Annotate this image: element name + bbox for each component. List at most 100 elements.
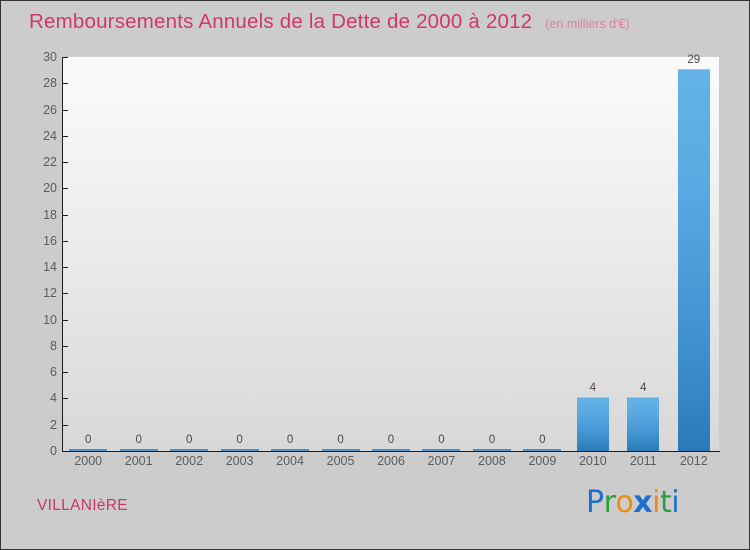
- y-axis-label: 2: [50, 417, 57, 432]
- y-axis-label: 14: [43, 260, 57, 275]
- bar-2008[interactable]: [472, 449, 511, 451]
- chart-header: Remboursements Annuels de la Dette de 20…: [1, 1, 749, 43]
- y-axis: 0 2 4 6 8 10 12 14 16 18 20 22 24 26 28 30: [1, 1, 68, 549]
- logo-letter: i: [671, 485, 680, 520]
- bar-slot: 0: [164, 57, 214, 451]
- bar-2007[interactable]: [422, 449, 461, 451]
- bar-slot: 0: [215, 57, 265, 451]
- bar-slot: 0: [265, 57, 315, 451]
- bar-value-label: 0: [236, 434, 243, 446]
- x-axis-label-2005: 2005: [326, 454, 355, 468]
- bar-slot: 0: [114, 57, 164, 451]
- bar-slot: 4: [618, 57, 668, 451]
- logo-letter: P: [586, 485, 604, 520]
- y-axis-tick: [63, 345, 68, 347]
- y-axis-label: 24: [43, 128, 57, 143]
- x-axis-label-2010: 2010: [578, 454, 607, 468]
- bar-2005[interactable]: [321, 449, 360, 451]
- y-axis-tick: [63, 214, 68, 216]
- y-axis-line: [62, 57, 63, 452]
- bar-2009[interactable]: [523, 449, 562, 451]
- y-axis-tick: [63, 424, 68, 426]
- y-axis-label: 6: [50, 365, 57, 380]
- y-axis-tick: [63, 293, 68, 295]
- bar-value-label: 0: [539, 434, 546, 446]
- bar-value-label: 0: [438, 434, 445, 446]
- logo-letter: o: [615, 485, 634, 520]
- x-axis-label-2011: 2011: [629, 454, 657, 468]
- chart-subtitle: (en milliers d'€): [545, 17, 630, 31]
- bar-2006[interactable]: [372, 449, 410, 451]
- y-axis-label: 8: [50, 338, 57, 353]
- entity-name: VILLANIèRE: [37, 497, 128, 514]
- bar-2004[interactable]: [271, 449, 310, 451]
- y-axis-label: 22: [43, 155, 57, 170]
- y-axis-label: 28: [43, 76, 57, 91]
- bar-value-label: 0: [387, 434, 395, 446]
- bar-slot: 0: [316, 57, 366, 451]
- x-axis-label-2002: 2002: [175, 454, 204, 468]
- y-axis-tick: [63, 109, 68, 111]
- bar-slot: 0: [63, 57, 113, 451]
- bar-value-label: 0: [85, 434, 92, 446]
- bar-2000[interactable]: [69, 449, 108, 451]
- y-axis-tick: [63, 162, 68, 164]
- bars-layer: 0 0 0 0 0 0 0 0 0 0 4 4 29: [63, 54, 719, 451]
- bar-value-label: 0: [337, 434, 344, 446]
- x-axis-label-2007: 2007: [427, 454, 456, 468]
- bar-value-label: 0: [488, 434, 496, 446]
- y-axis-tick: [63, 83, 68, 85]
- bar-value-label: 29: [687, 54, 701, 67]
- x-axis-label-2009: 2009: [528, 454, 557, 468]
- y-axis-label: 30: [43, 50, 57, 64]
- bar-2010[interactable]: [576, 397, 609, 451]
- bar-slot: 0: [366, 57, 416, 451]
- x-axis-label-2004: 2004: [276, 454, 304, 468]
- bar-2002[interactable]: [170, 449, 209, 451]
- bar-value-label: 0: [286, 434, 294, 446]
- y-axis-tick: [63, 451, 68, 452]
- x-axis-label-2001: 2001: [124, 454, 153, 468]
- bar-slot: 0: [517, 57, 567, 451]
- y-axis-label: 4: [50, 391, 57, 406]
- logo-letter: t: [660, 485, 672, 520]
- logo-letter: r: [603, 485, 616, 520]
- x-axis-label-2006: 2006: [377, 454, 405, 468]
- y-axis-tick: [63, 57, 68, 58]
- y-axis-tick: [63, 319, 68, 321]
- y-axis-label: 26: [43, 102, 57, 117]
- bar-slot: 0: [467, 57, 517, 451]
- bar-value-label: 4: [589, 382, 597, 395]
- x-axis-label-2000: 2000: [74, 454, 103, 468]
- bar-value-label: 4: [640, 382, 647, 395]
- y-axis-label: 0: [50, 444, 57, 458]
- logo-letter: x: [633, 485, 653, 520]
- y-axis-label: 18: [43, 207, 57, 222]
- y-axis-tick: [63, 135, 68, 137]
- bar-2003[interactable]: [220, 449, 259, 451]
- x-axis-label-2012: 2012: [679, 454, 708, 468]
- plot-area: [63, 57, 719, 451]
- bar-slot: 29: [669, 54, 719, 451]
- y-axis-tick: [63, 398, 68, 400]
- x-axis-line: [62, 451, 720, 452]
- bar-slot: 4: [568, 57, 618, 451]
- y-axis-tick: [63, 372, 68, 374]
- x-axis-label-2003: 2003: [225, 454, 254, 468]
- y-axis-tick: [63, 240, 68, 242]
- bar-2012[interactable]: [677, 69, 710, 451]
- y-axis-label: 16: [43, 233, 57, 248]
- bar-2001[interactable]: [119, 449, 158, 451]
- y-axis-tick: [63, 267, 68, 269]
- bar-slot: 0: [416, 57, 466, 451]
- bar-value-label: 0: [185, 434, 193, 446]
- y-axis-label: 10: [43, 312, 57, 327]
- x-axis: 2000 2001 2002 2003 2004 2005 2006 2007 2008 2009…: [63, 454, 719, 474]
- logo-letter: i: [652, 485, 660, 520]
- chart-title: Remboursements Annuels de la Dette de 20…: [29, 10, 533, 33]
- proxiti-logo[interactable]: Proxiti: [586, 485, 680, 520]
- chart-footer: VILLANIèRE: [1, 481, 749, 549]
- bar-2011[interactable]: [627, 397, 660, 451]
- x-axis-label-2008: 2008: [478, 454, 506, 468]
